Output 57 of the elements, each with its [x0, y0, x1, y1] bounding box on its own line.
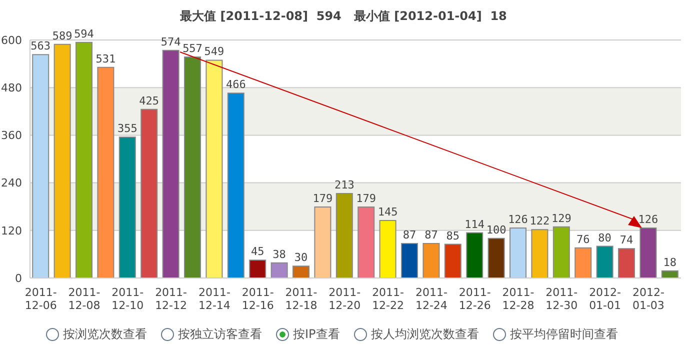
data-label: 87	[402, 228, 416, 242]
data-label: 100	[486, 223, 506, 236]
data-label: 18	[663, 256, 677, 269]
data-label: 355	[117, 122, 138, 136]
data-label: 74	[620, 234, 634, 247]
data-label: 80	[598, 231, 612, 244]
data-label: 574	[160, 35, 182, 48]
data-label: 594	[74, 27, 94, 40]
x-tick-label: 2012-01-01	[589, 286, 622, 312]
x-tick-label: 2011-12-14	[198, 286, 230, 312]
data-label: 38	[272, 248, 286, 261]
data-label: 145	[378, 205, 398, 218]
y-tick-label: 0	[15, 272, 22, 285]
x-tick-label: 2011-12-12	[155, 286, 188, 312]
x-tick-label: 2011-12-22	[372, 286, 404, 312]
x-tick-label: 2011-12-06	[24, 286, 57, 312]
y-tick-label: 360	[1, 129, 22, 142]
chart-title: 最大值 [2011-12-08] 594 最小值 [2012-01-04] 18	[179, 8, 508, 25]
data-label: 549	[204, 45, 224, 58]
x-tick-label: 2011-12-10	[112, 286, 144, 312]
data-label: 425	[139, 94, 160, 108]
data-label: 30	[294, 251, 308, 264]
data-label: 87	[424, 228, 438, 242]
x-tick-label: 2011-12-24	[415, 286, 448, 312]
x-tick-label: 2011-12-08	[68, 286, 100, 312]
text: 按平均停留时间查看	[510, 326, 618, 343]
text: 按IP查看	[293, 326, 340, 343]
x-tick-label: 2011-12-20	[328, 286, 361, 312]
data-label: 122	[530, 214, 550, 228]
data-label: 126	[638, 213, 658, 226]
data-label: 129	[551, 212, 572, 225]
text: 按人均浏览次数查看	[370, 326, 479, 343]
data-label: 76	[576, 232, 590, 246]
y-tick-label: 600	[1, 34, 22, 47]
x-tick-label: 2012-01-03	[632, 286, 664, 312]
x-tick-label: 2011-12-16	[242, 286, 274, 312]
text: 按浏览次数查看	[63, 326, 147, 343]
data-label: 45	[250, 245, 264, 258]
data-label: 114	[464, 218, 485, 231]
data-label: 557	[182, 42, 202, 56]
data-label: 213	[334, 178, 354, 192]
data-label: 563	[30, 40, 51, 53]
x-tick-label: 2011-12-18	[285, 286, 318, 312]
data-label: 85	[446, 229, 460, 242]
y-tick-label: 120	[1, 224, 22, 238]
data-label: 589	[52, 29, 72, 42]
data-label: 179	[356, 192, 376, 205]
y-tick-label: 240	[1, 176, 22, 190]
data-label: 466	[226, 78, 246, 92]
x-tick-label: 2011-12-26	[458, 286, 491, 312]
data-label: 179	[312, 192, 333, 205]
x-tick-label: 2011-12-30	[546, 286, 578, 312]
y-tick-label: 480	[1, 82, 22, 95]
text: 按独立访客查看	[178, 326, 262, 343]
data-label: 531	[96, 52, 116, 66]
data-label: 126	[508, 213, 528, 226]
x-tick-label: 2011-12-28	[502, 286, 534, 312]
